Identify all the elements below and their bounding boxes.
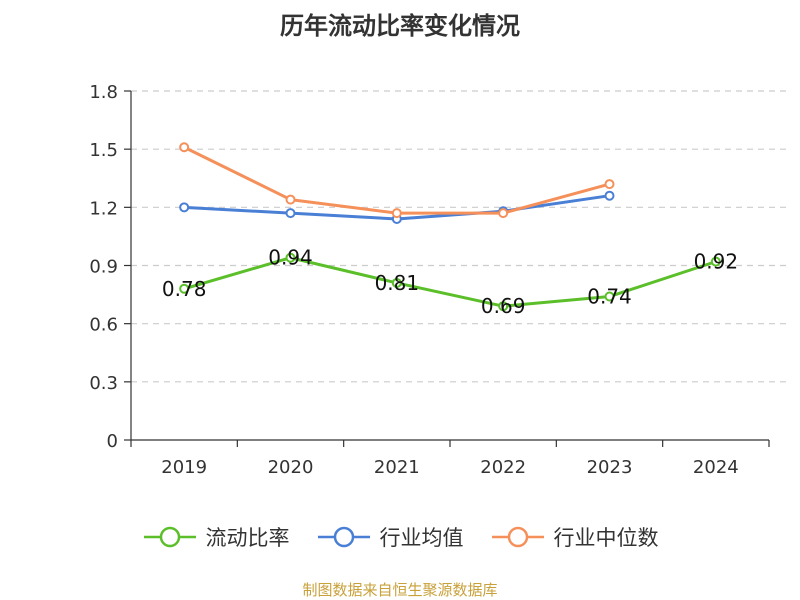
data-label: 0.74 <box>587 285 632 309</box>
data-point <box>179 283 190 294</box>
x-tick-label: 2022 <box>480 457 526 478</box>
data-point <box>498 208 509 219</box>
y-tick-label: 1.2 <box>89 198 118 219</box>
data-point <box>179 202 190 213</box>
legend-swatch-marker <box>507 526 528 548</box>
data-point <box>285 252 296 263</box>
legend-swatch <box>317 526 370 548</box>
x-tick-label: 2020 <box>268 457 314 478</box>
legend-swatch <box>491 526 544 548</box>
x-tick-label: 2021 <box>374 457 420 478</box>
data-point <box>391 277 402 288</box>
data-point <box>710 256 721 267</box>
x-tick-label: 2019 <box>161 457 207 478</box>
data-label: 0.69 <box>481 294 526 318</box>
legend-label: 行业中位数 <box>553 526 659 550</box>
data-point <box>179 142 190 153</box>
legend-swatch-marker <box>333 526 354 548</box>
x-tick-label: 2023 <box>587 457 633 478</box>
y-tick-label: 0.9 <box>89 257 118 278</box>
legend-swatch-marker <box>159 526 180 548</box>
data-label: 0.92 <box>694 250 739 274</box>
series-line-2 <box>183 145 610 215</box>
data-point <box>604 190 615 201</box>
data-point <box>604 291 615 302</box>
legend-item[interactable]: 流动比率 <box>142 522 290 552</box>
legend-label: 流动比率 <box>205 526 290 550</box>
y-tick-label: 0 <box>107 431 118 452</box>
legend-item[interactable]: 行业中位数 <box>490 522 659 552</box>
data-label: 0.94 <box>268 246 313 270</box>
y-tick-label: 0.3 <box>89 373 118 394</box>
x-tick-label: 2024 <box>693 457 739 478</box>
legend-item[interactable]: 行业均值 <box>316 522 464 552</box>
axes: 0 0.3 0.6 0.9 1.2 1.5 1.8 2019 2020 2021 2022 2023 2… <box>89 82 770 478</box>
data-point <box>604 179 615 190</box>
data-point <box>285 208 296 219</box>
data-point <box>285 194 296 205</box>
series-lines <box>179 142 721 312</box>
data-labels: 0.78 0.94 0.81 0.69 0.74 0.92 <box>162 246 738 318</box>
grid-lines <box>131 90 791 383</box>
series-line-0 <box>183 256 717 308</box>
source-note: 制图数据来自恒生聚源数据库 <box>302 581 498 599</box>
data-label: 0.81 <box>375 271 420 295</box>
chart-title: 历年流动比率变化情况 <box>280 12 520 40</box>
data-point <box>498 301 509 312</box>
data-point <box>391 208 402 219</box>
y-tick-label: 0.6 <box>89 315 118 336</box>
y-tick-label: 1.8 <box>89 82 118 103</box>
legend-swatch <box>143 526 196 548</box>
y-tick-label: 1.5 <box>89 140 118 161</box>
data-label: 0.78 <box>162 277 207 301</box>
legend: 流动比率 行业均值 行业中位数 <box>0 520 800 554</box>
legend-label: 行业均值 <box>379 526 464 550</box>
